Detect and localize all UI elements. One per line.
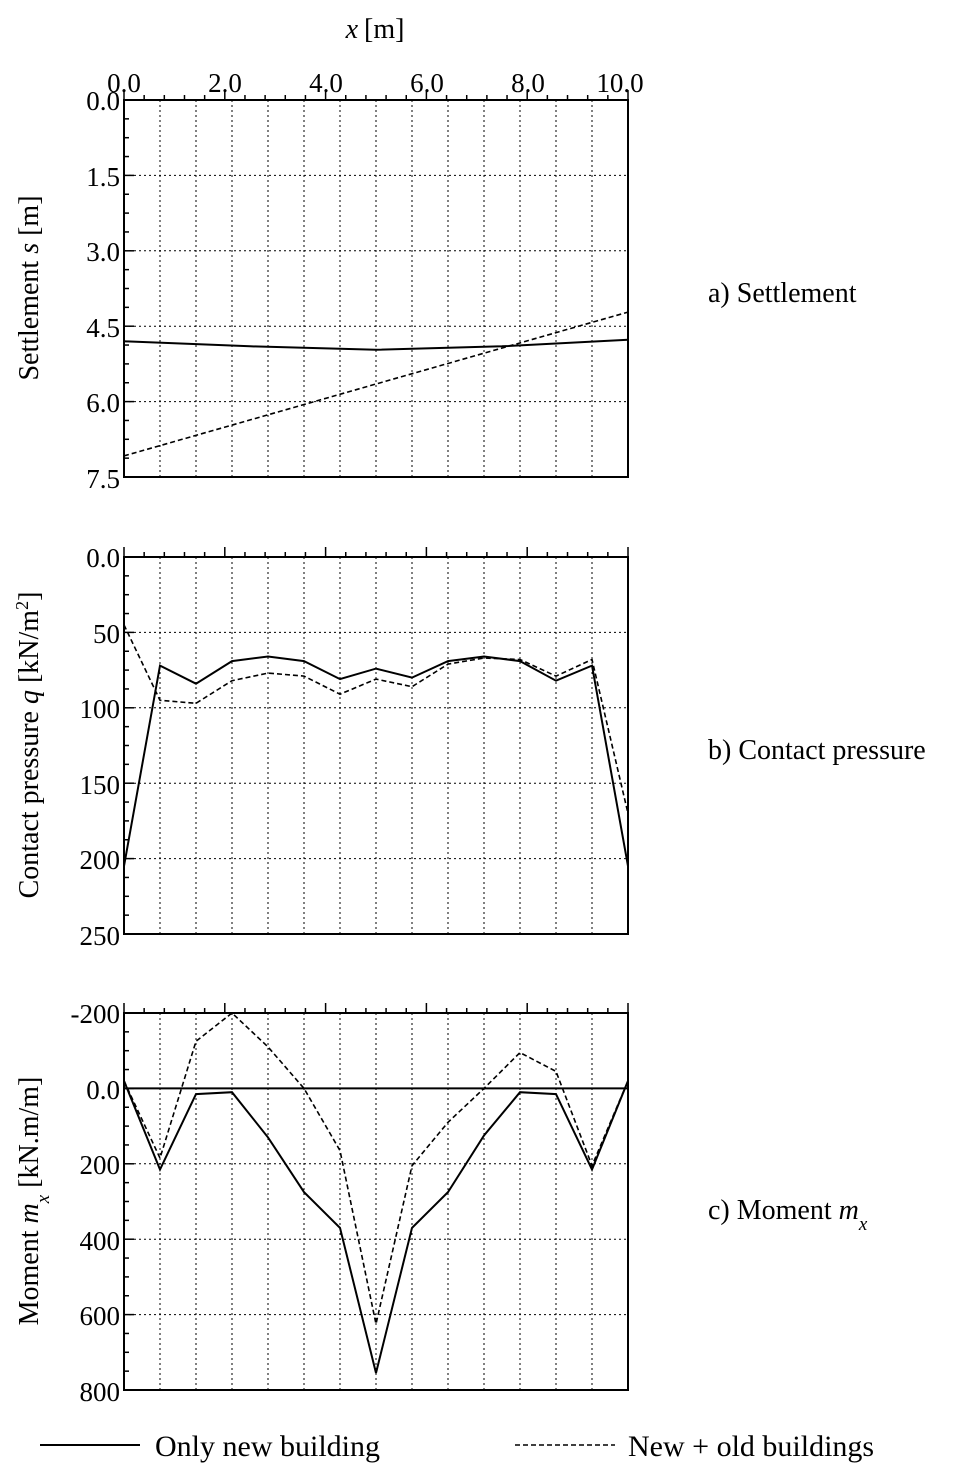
ticks-moment: [123, 1003, 629, 1391]
y-tick-label: 250: [80, 921, 121, 951]
y-axis-label-settlement: Settlement s [m]: [14, 195, 45, 380]
legend-dashed-label: New + old buildings: [628, 1430, 874, 1463]
grid-contact-pressure: [124, 557, 628, 934]
y-axis-label-contact-pressure: Contact pressure q [kN/m2]: [12, 592, 45, 899]
y-tick-label: 0.0: [86, 543, 120, 573]
plot-frame-moment: [123, 1012, 629, 1391]
x-axis-label: x [m]: [345, 14, 405, 45]
x-tick-label: 8.0: [511, 68, 545, 98]
panel-moment: -200 0.0 200 400 600 800 Moment mx [kN.m…: [14, 999, 868, 1407]
moment-series-only-new: [123, 1080, 629, 1374]
y-tick-label: 50: [93, 619, 120, 649]
series-moment: [123, 1011, 629, 1374]
y-tick-labels-settlement: 0.0 1.5 3.0 4.5 6.0 7.5: [86, 86, 120, 494]
settlement-series-only-new: [123, 338, 629, 351]
settlement-series-new-plus-old: [123, 311, 629, 457]
panel-label-moment: c) Moment mx: [708, 1195, 868, 1235]
panel-label-contact-pressure: b) Contact pressure: [708, 735, 926, 766]
x-tick-label: 10.0: [596, 68, 643, 98]
x-tick-labels: 0.0 2.0 4.0 6.0 8.0 10.0: [107, 68, 644, 98]
series-contact-pressure: [123, 624, 629, 867]
y-tick-labels-contact-pressure: 0.0 50 100 150 200 250: [80, 543, 121, 951]
y-tick-label: 3.0: [86, 237, 120, 267]
panel-settlement: 0.0 1.5 3.0 4.5 6.0 7.5 Settlement s [m]…: [14, 86, 857, 494]
y-axis-label-moment: Moment mx [kN.m/m]: [14, 1077, 54, 1326]
plot-frame-settlement: [123, 99, 629, 478]
panel-label-settlement: a) Settlement: [708, 278, 857, 309]
y-tick-label: 4.5: [86, 313, 120, 343]
y-tick-label: 7.5: [86, 464, 120, 494]
grid-settlement: [124, 100, 628, 477]
y-tick-label: 1.5: [86, 162, 120, 192]
y-tick-label: 200: [80, 1150, 121, 1180]
legend-solid-label: Only new building: [155, 1430, 380, 1463]
y-tick-label: 400: [80, 1226, 121, 1256]
series-settlement: [123, 311, 629, 457]
plot-frame-contact-pressure: [123, 556, 629, 935]
y-tick-label: 800: [80, 1377, 121, 1407]
y-tick-labels-moment: -200 0.0 200 400 600 800: [71, 999, 121, 1407]
y-tick-label: 150: [80, 770, 121, 800]
y-tick-label: 600: [80, 1301, 121, 1331]
contact-pressure-series-only-new: [123, 655, 629, 867]
y-tick-label: 6.0: [86, 388, 120, 418]
legend: Only new building New + old buildings: [40, 1430, 874, 1463]
y-tick-label: -200: [71, 999, 121, 1029]
y-tick-label: 100: [80, 694, 121, 724]
y-tick-label: 0.0: [86, 86, 120, 116]
y-tick-label: 0.0: [86, 1075, 120, 1105]
ticks-settlement: [123, 90, 629, 478]
ticks-contact-pressure: [123, 547, 629, 935]
y-tick-label: 200: [80, 845, 121, 875]
panel-contact-pressure: 0.0 50 100 150 200 250 Contact pressure …: [12, 543, 926, 951]
contact-pressure-series-new-plus-old: [123, 624, 629, 814]
moment-series-new-plus-old: [123, 1011, 629, 1325]
